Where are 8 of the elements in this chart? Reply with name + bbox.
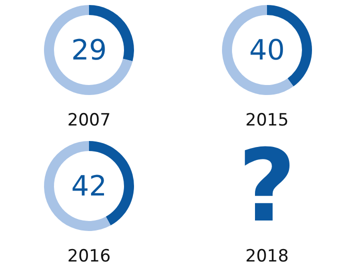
text: 40 bbox=[249, 34, 285, 66]
text: ? bbox=[238, 128, 296, 244]
text: 2016 bbox=[67, 246, 111, 266]
text: 2015 bbox=[245, 110, 289, 130]
text: 29 bbox=[71, 34, 107, 66]
text: 2007 bbox=[67, 110, 111, 130]
text: 2018 bbox=[245, 246, 289, 266]
text: 42 bbox=[71, 170, 107, 202]
